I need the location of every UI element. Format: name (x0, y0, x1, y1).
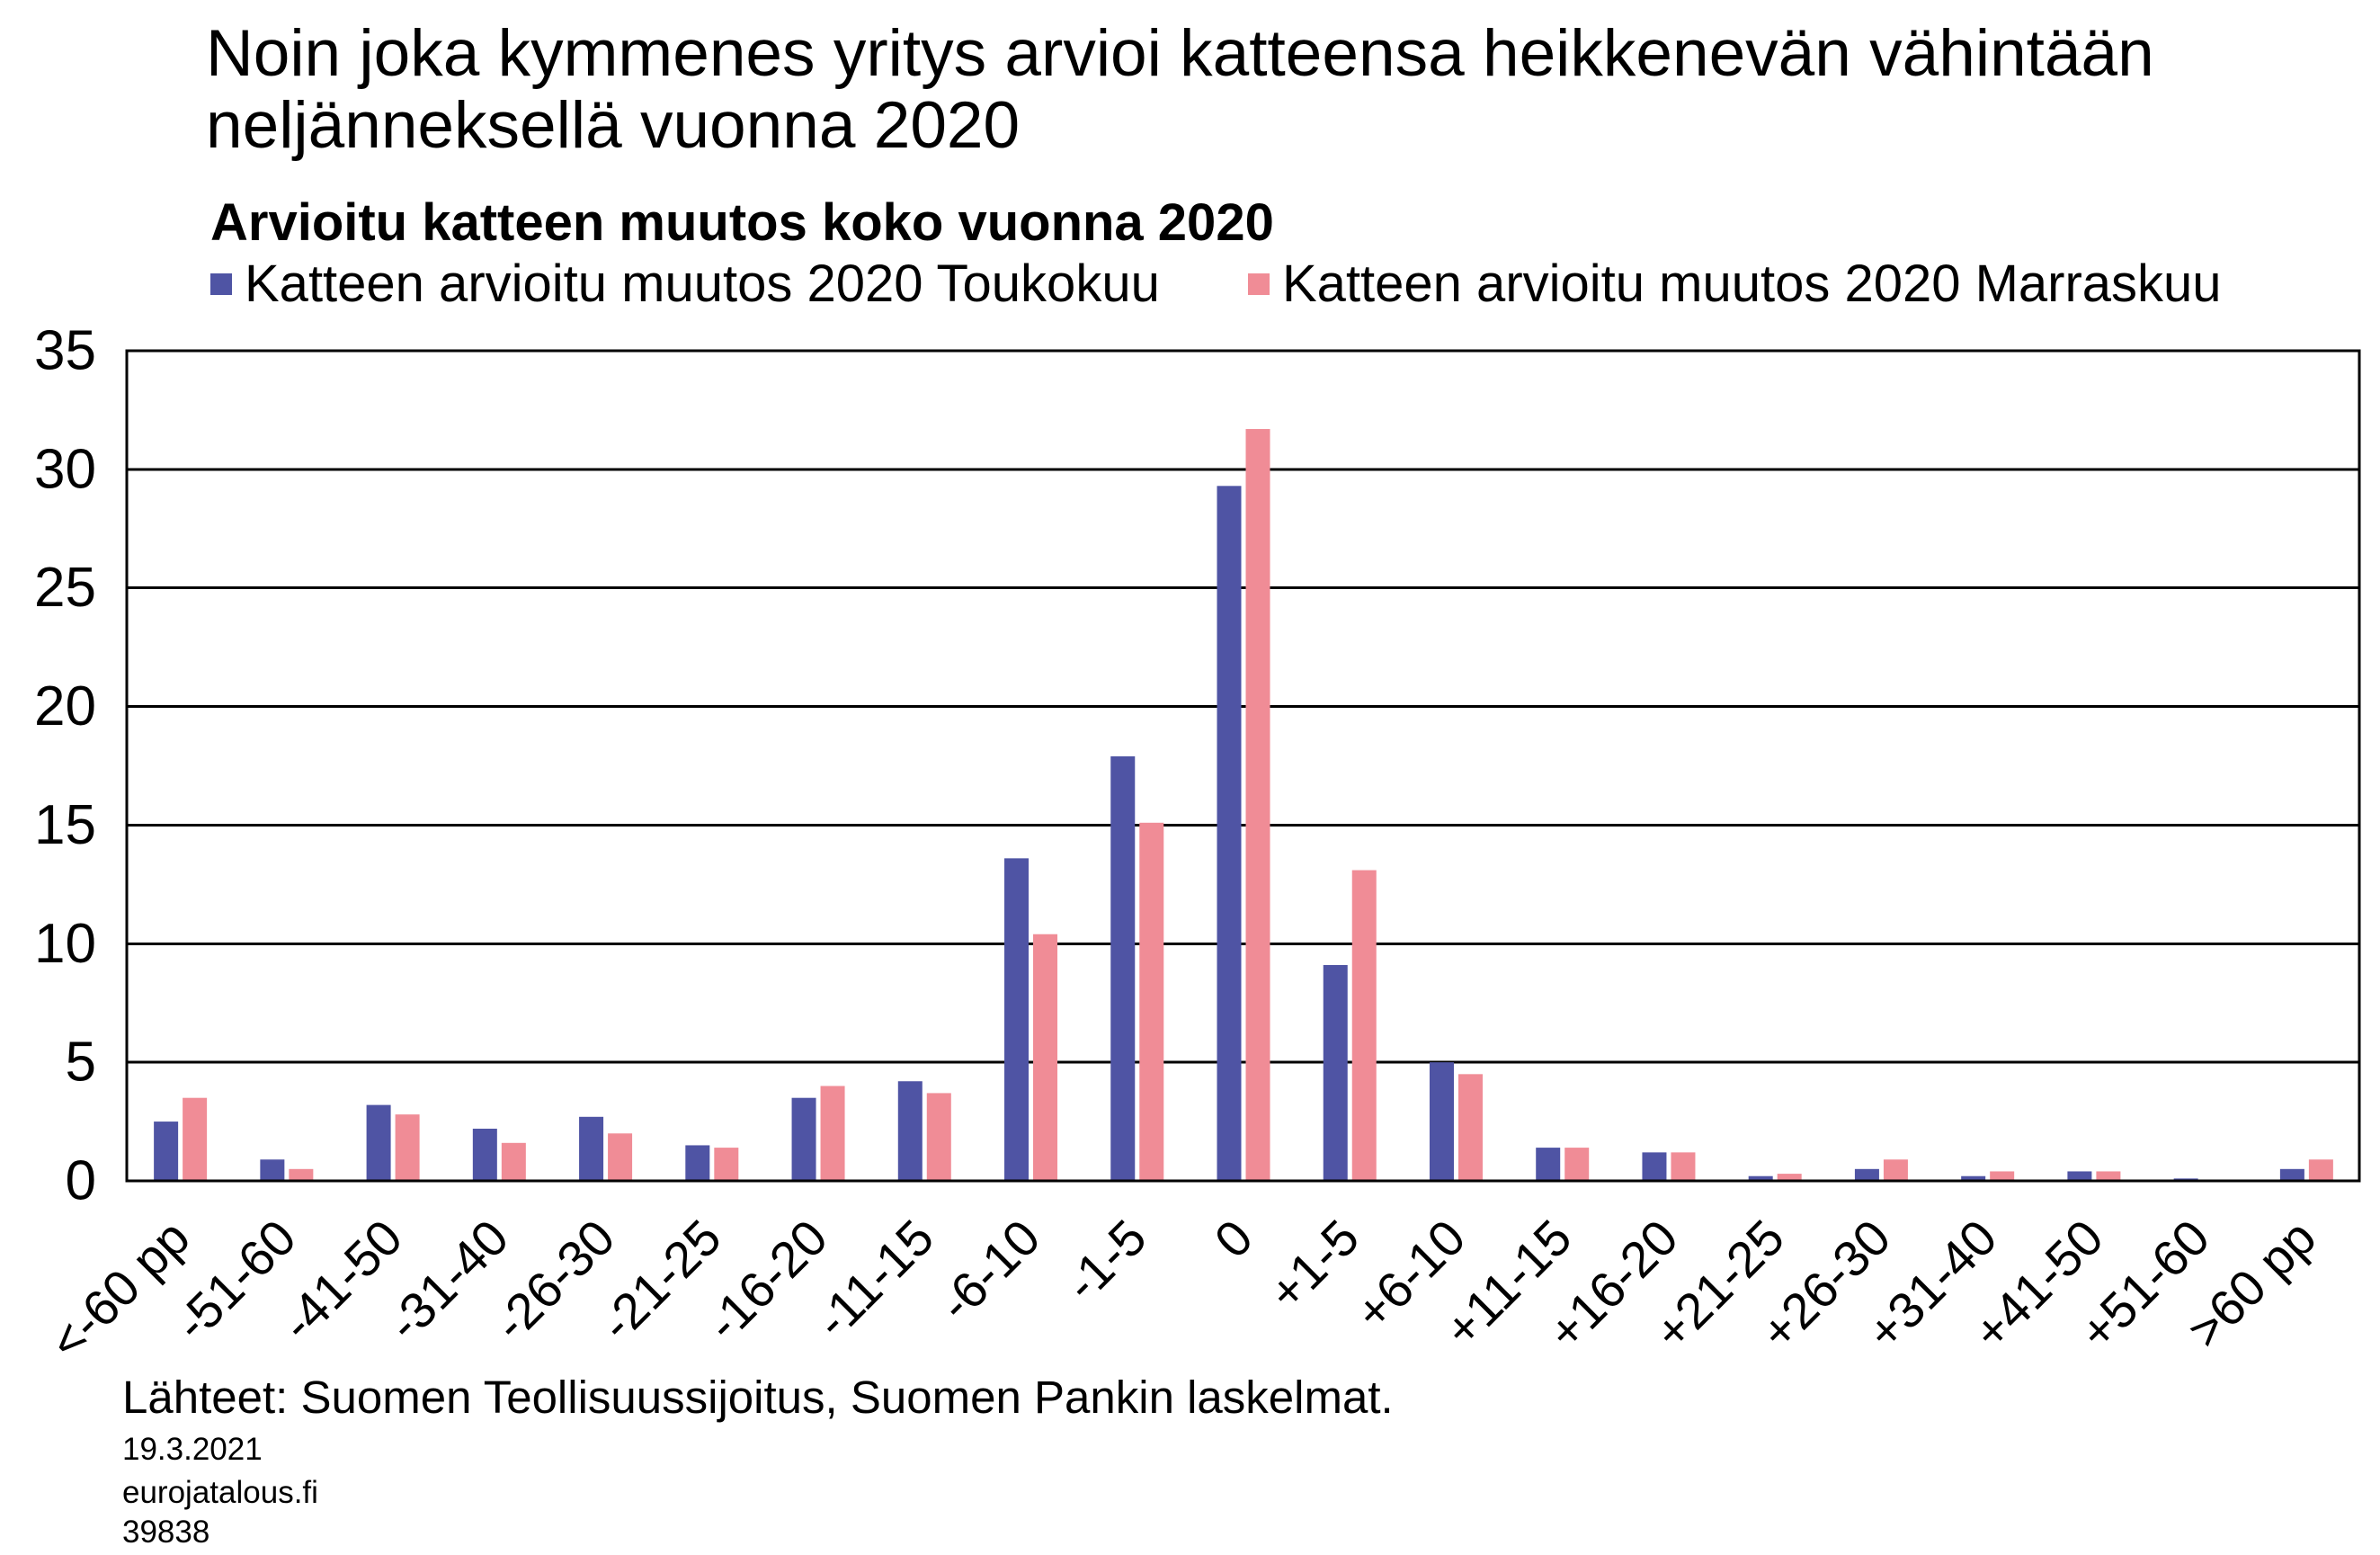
bar (1351, 870, 1377, 1181)
y-tick-label: 10 (34, 913, 96, 975)
legend-item-toukokuu: Katteen arvioitu muutos 2020 Toukokuu (210, 258, 1160, 310)
bar (608, 1133, 633, 1181)
bar-series-2 (183, 429, 2333, 1181)
bar (1004, 858, 1030, 1181)
legend-swatch-toukokuu (210, 273, 232, 295)
bar (2096, 1171, 2121, 1181)
bar (1961, 1175, 1986, 1181)
x-tick-label: 0 (1203, 1209, 1263, 1269)
bar (897, 1081, 923, 1181)
gridlines (127, 468, 2359, 1064)
x-tick-label: -26-30 (483, 1209, 626, 1352)
y-tick-label: 15 (34, 794, 96, 856)
bar (1536, 1148, 1561, 1181)
y-tick-label: 35 (34, 320, 96, 382)
bar (1429, 1062, 1454, 1181)
plot-area-border (125, 349, 2361, 1183)
y-tick-label: 20 (34, 675, 96, 737)
bar (501, 1142, 526, 1181)
bar (1033, 934, 1058, 1181)
bar (154, 1122, 179, 1181)
legend-label-toukokuu: Katteen arvioitu muutos 2020 Toukokuu (245, 255, 1160, 313)
bar (1110, 755, 1136, 1181)
bar (366, 1104, 391, 1181)
bar (1883, 1159, 1908, 1181)
legend-label-marraskuu: Katteen arvioitu muutos 2020 Marraskuu (1282, 255, 2222, 313)
bar (1748, 1175, 1773, 1181)
bar (2308, 1159, 2333, 1181)
bar (1323, 965, 1348, 1181)
bar (685, 1145, 710, 1181)
bar (260, 1159, 285, 1181)
x-tick-label: -6-10 (928, 1209, 1051, 1332)
x-tick-label: -51-60 (164, 1209, 307, 1352)
bar (714, 1148, 739, 1181)
y-tick-label: 30 (34, 438, 96, 500)
x-axis: <-60 pp-51-60-41-50-31-40-26-30-21-25-16… (39, 1209, 2327, 1371)
x-tick-label: -1-5 (1054, 1209, 1157, 1312)
bar (1990, 1171, 2015, 1181)
y-tick-label: 25 (34, 557, 96, 619)
bar (1139, 822, 1164, 1181)
x-tick-label: -16-20 (695, 1209, 838, 1352)
source-note: Lähteet: Suomen Teollisuussijoitus, Suom… (122, 1372, 1394, 1423)
x-tick-label: -21-25 (589, 1209, 732, 1352)
x-tick-label: <-60 pp (39, 1209, 201, 1371)
site-name: eurojatalous.fi (122, 1475, 318, 1510)
bar (926, 1093, 951, 1181)
y-axis: 0 5 10 15 20 25 30 35 (34, 320, 96, 1212)
chart-subtitle: Arvioitu katteen muutos koko vuonna 2020 (210, 193, 1274, 252)
bar (1777, 1174, 1802, 1181)
y-tick-label: 0 (66, 1150, 96, 1212)
legend-item-marraskuu: Katteen arvioitu muutos 2020 Marraskuu (1248, 258, 2222, 310)
bar (820, 1086, 845, 1181)
chart-id: 39838 (122, 1515, 210, 1550)
y-tick-label: 5 (66, 1032, 96, 1094)
bar (1642, 1152, 1667, 1181)
bar (183, 1097, 208, 1181)
chart-title: Noin joka kymmenes yritys arvioi katteen… (206, 17, 2154, 162)
bar (1457, 1074, 1483, 1181)
bar (1245, 429, 1270, 1181)
publication-date: 19.3.2021 (122, 1432, 263, 1467)
bar (1854, 1168, 1879, 1181)
x-tick-label: -41-50 (270, 1209, 413, 1352)
bar (791, 1097, 816, 1181)
bar (395, 1114, 420, 1181)
bar (579, 1116, 604, 1181)
bar (2279, 1168, 2304, 1181)
bar (1564, 1148, 1590, 1181)
bar (1217, 486, 1242, 1181)
bar (472, 1128, 497, 1181)
legend-swatch-marraskuu (1248, 273, 1270, 295)
bar (289, 1168, 314, 1181)
x-tick-label: -11-15 (804, 1209, 944, 1349)
bar-series-1 (154, 486, 2304, 1181)
bar (1671, 1152, 1696, 1181)
bar (2067, 1171, 2092, 1181)
x-tick-label: -31-40 (376, 1209, 519, 1352)
